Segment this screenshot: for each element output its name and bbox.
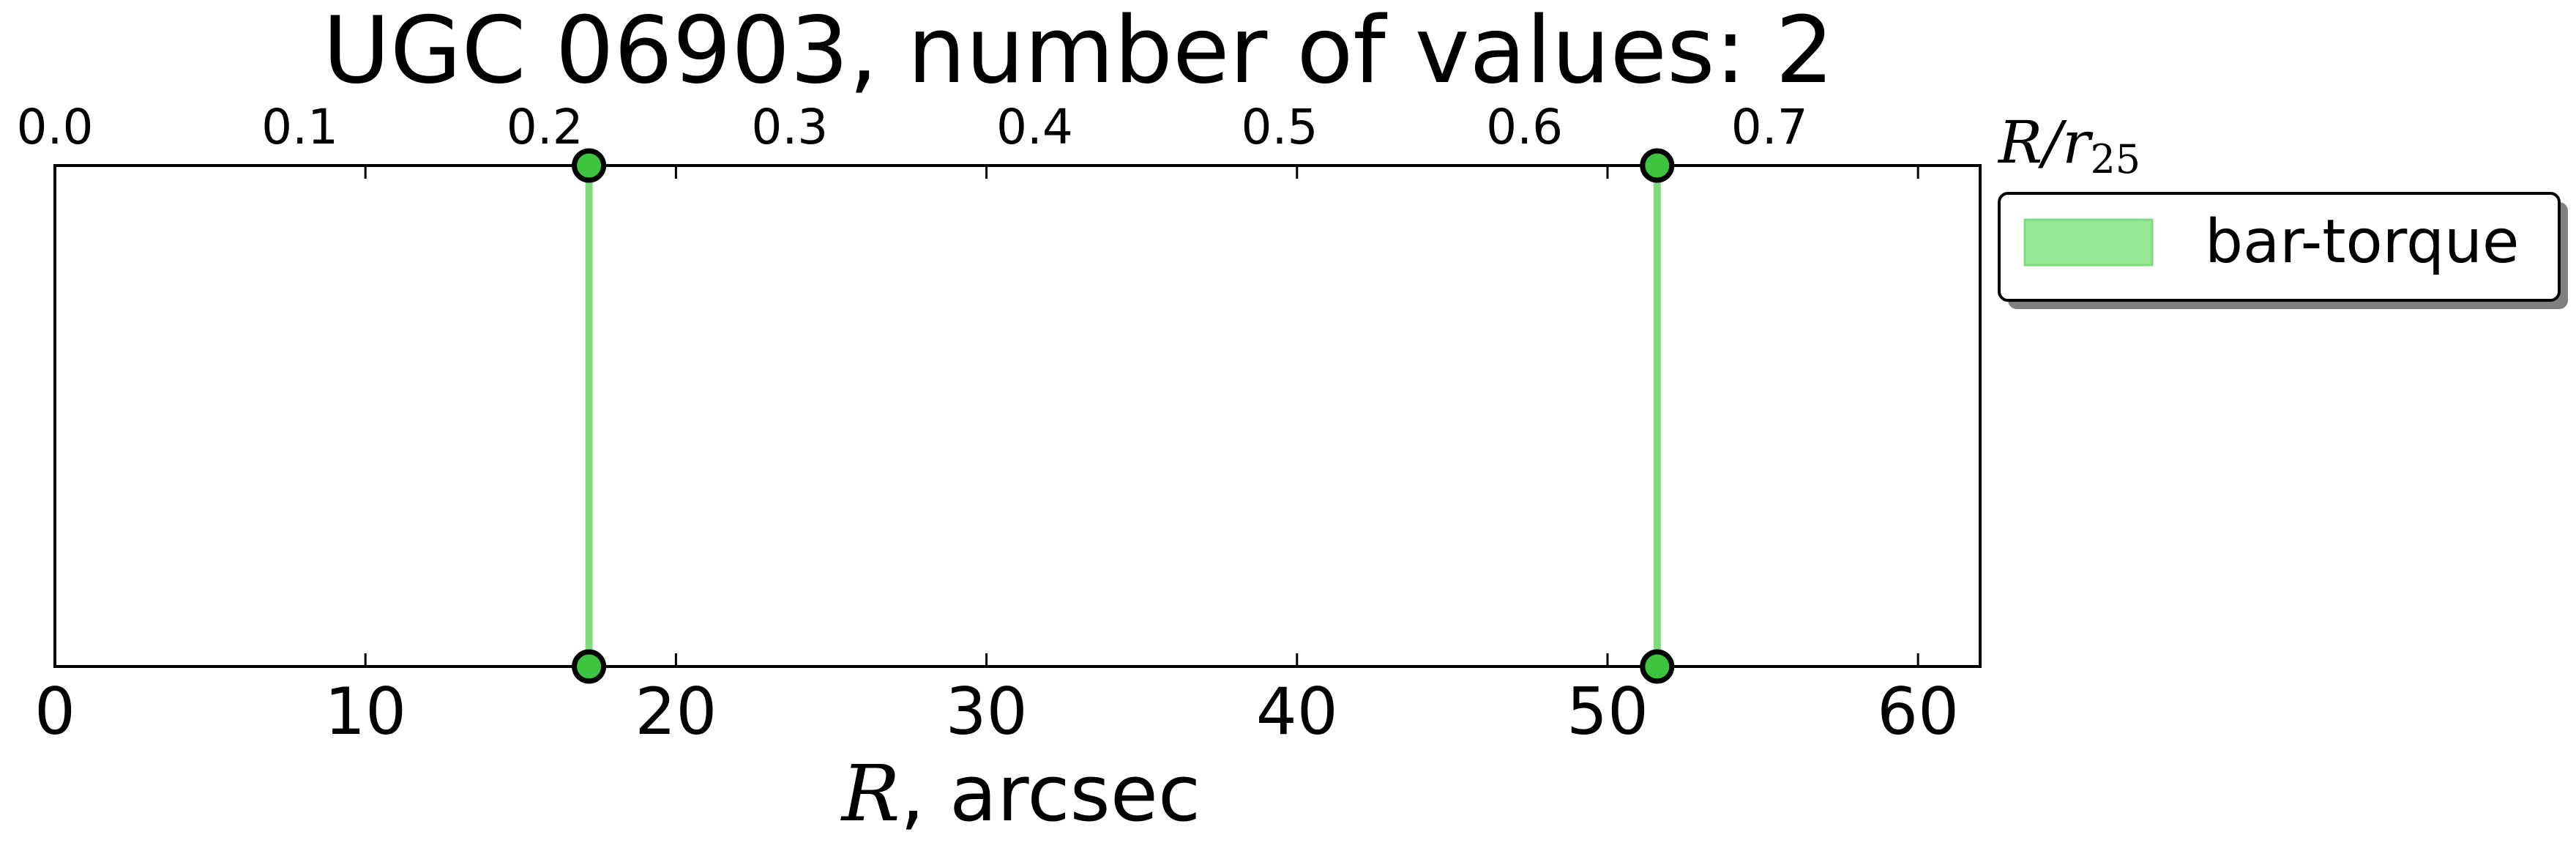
top-axis: 0.0 0.1 0.2 0.3 0.4 0.5 0.6 0.7 <box>17 99 1808 155</box>
x-tick-label-2: 20 <box>635 674 717 749</box>
x-tick-label-6: 60 <box>1877 674 1959 749</box>
x-axis-label: R, arcsec <box>840 749 1201 839</box>
top-tick-label-7: 0.7 <box>1731 99 1808 155</box>
top-tick-label-0: 0.0 <box>17 99 94 155</box>
x-tick-label-1: 10 <box>324 674 406 749</box>
bottom-axis: 0 10 20 30 40 50 60 <box>34 166 1959 749</box>
chart-title: UGC 06903, number of values: 2 <box>323 0 1834 104</box>
series-marker-bottom-bar-torque-1 <box>1640 649 1675 684</box>
top-tick-label-2: 0.2 <box>507 99 583 155</box>
plot-area <box>53 148 1982 684</box>
series-marker-top-bar-torque-0 <box>572 148 607 183</box>
legend-label-bar-torque: bar-torque <box>2205 207 2519 277</box>
legend: bar-torque <box>1998 192 2568 309</box>
x-tick-label-5: 50 <box>1567 674 1649 749</box>
series-marker-bottom-bar-torque-0 <box>572 649 607 684</box>
top-axis-label-subscript: 25 <box>2090 136 2140 182</box>
x-tick-label-0: 0 <box>34 674 75 749</box>
top-tick-label-5: 0.5 <box>1242 99 1318 155</box>
top-axis-label: R/r25 <box>1997 108 2140 182</box>
x-axis-label-unit: , arcsec <box>900 749 1201 839</box>
top-tick-label-6: 0.6 <box>1486 99 1563 155</box>
plot-frame <box>53 164 1982 668</box>
top-axis-label-main: R/r <box>1997 108 2094 177</box>
x-tick-label-3: 30 <box>946 674 1028 749</box>
x-axis-label-variable: R <box>840 749 900 839</box>
series-marker-top-bar-torque-1 <box>1640 148 1675 183</box>
top-tick-label-4: 0.4 <box>996 99 1073 155</box>
legend-swatch-bar-torque <box>2023 218 2154 267</box>
x-tick-label-4: 40 <box>1256 674 1338 749</box>
top-tick-label-1: 0.1 <box>261 99 338 155</box>
top-tick-label-3: 0.3 <box>751 99 828 155</box>
